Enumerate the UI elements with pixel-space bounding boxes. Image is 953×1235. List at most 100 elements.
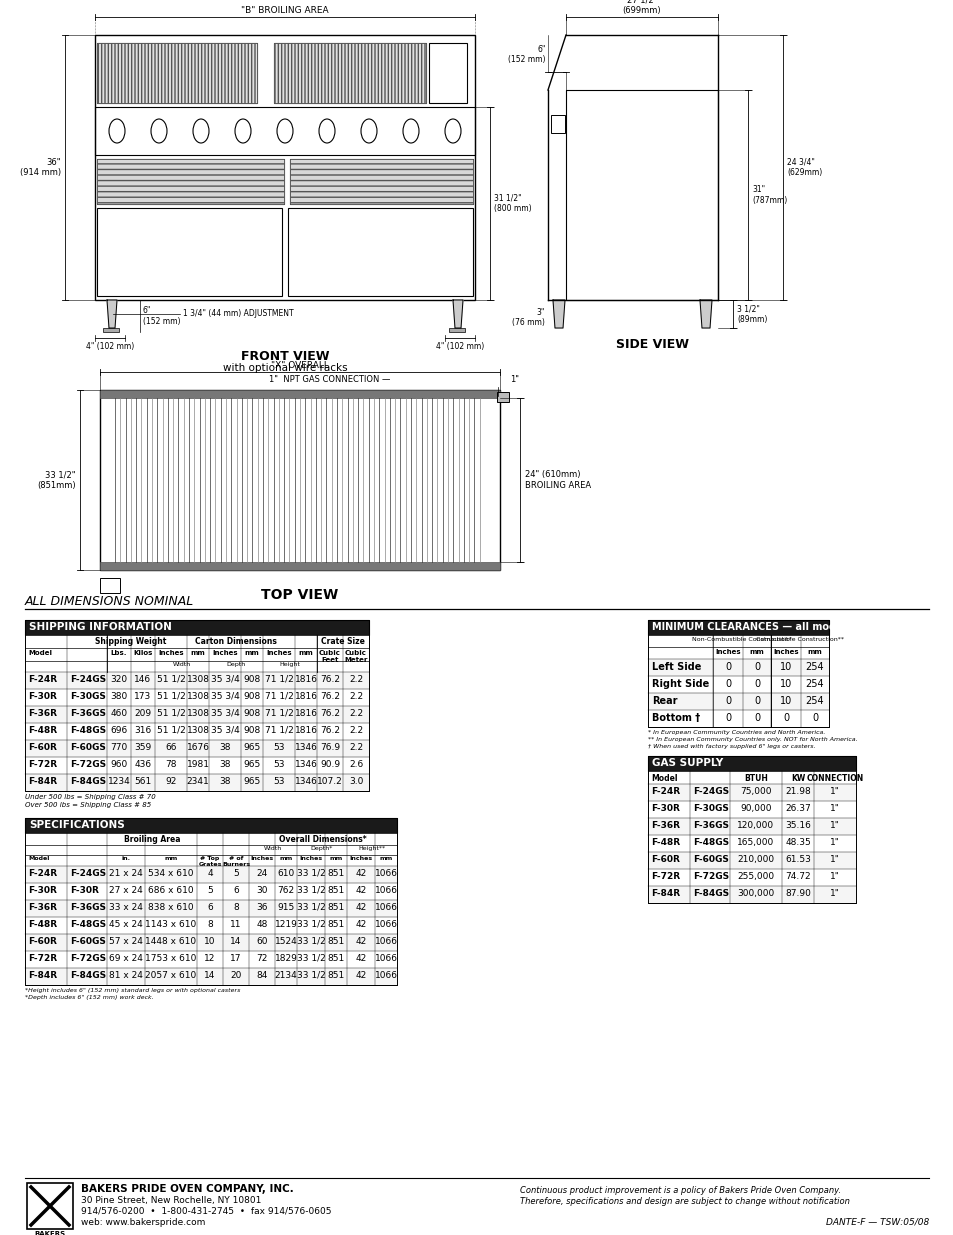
Text: Inches: Inches — [349, 856, 373, 861]
Text: 42: 42 — [355, 971, 366, 981]
Text: 254: 254 — [805, 697, 823, 706]
Text: 0: 0 — [724, 662, 730, 672]
Bar — [25, 845, 396, 855]
Text: F-30R: F-30R — [28, 885, 57, 895]
Text: Bottom †: Bottom † — [651, 713, 700, 722]
Text: 33 1/2: 33 1/2 — [296, 903, 325, 911]
Text: mm: mm — [807, 650, 821, 655]
Text: 965: 965 — [243, 760, 260, 769]
Text: 72: 72 — [256, 953, 268, 963]
Text: Kilos: Kilos — [133, 650, 152, 656]
Text: 33 x 24: 33 x 24 — [109, 903, 143, 911]
Text: Width: Width — [264, 846, 282, 851]
Text: 460: 460 — [111, 709, 128, 718]
Text: Inches: Inches — [715, 650, 740, 655]
Polygon shape — [700, 300, 711, 329]
Text: F-72GS: F-72GS — [70, 953, 106, 963]
Text: 914/576-0200  •  1-800-431-2745  •  fax 914/576-0605: 914/576-0200 • 1-800-431-2745 • fax 914/… — [81, 1207, 331, 1216]
Text: F-30GS: F-30GS — [692, 804, 728, 813]
Bar — [100, 578, 120, 593]
Text: 0: 0 — [753, 697, 760, 706]
Text: 33 1/2: 33 1/2 — [296, 937, 325, 946]
Text: Inches: Inches — [299, 856, 322, 861]
Text: 90,000: 90,000 — [740, 804, 771, 813]
Text: mm: mm — [298, 650, 313, 656]
Text: 107.2: 107.2 — [316, 777, 342, 785]
Text: 24 3/4"
(629mm): 24 3/4" (629mm) — [786, 158, 821, 177]
Text: 1"  NPT GAS CONNECTION —: 1" NPT GAS CONNECTION — — [269, 375, 391, 384]
Text: F-48R: F-48R — [28, 726, 57, 735]
Text: 57 x 24: 57 x 24 — [109, 937, 143, 946]
Text: 1346: 1346 — [294, 760, 317, 769]
Text: 838 x 610: 838 x 610 — [148, 903, 193, 911]
Text: Combustible Construction**: Combustible Construction** — [755, 637, 843, 642]
Text: F-24GS: F-24GS — [70, 676, 106, 684]
Text: 165,000: 165,000 — [737, 839, 774, 847]
Ellipse shape — [151, 119, 167, 143]
Text: 76.2: 76.2 — [319, 726, 339, 735]
Text: F-60R: F-60R — [28, 743, 57, 752]
Text: "X" OVERALL: "X" OVERALL — [271, 361, 329, 370]
Text: 1753 x 610: 1753 x 610 — [145, 953, 196, 963]
Text: 81 x 24: 81 x 24 — [109, 971, 143, 981]
Text: Continuous product improvement is a policy of Bakers Pride Oven Company.: Continuous product improvement is a poli… — [519, 1186, 841, 1195]
Polygon shape — [553, 300, 564, 329]
Text: 851: 851 — [327, 869, 344, 878]
Bar — [25, 951, 396, 968]
Bar — [647, 852, 855, 869]
Text: 92: 92 — [165, 777, 176, 785]
Bar — [25, 648, 369, 661]
Text: 1": 1" — [829, 787, 839, 797]
Bar — [647, 835, 855, 852]
Text: 74.72: 74.72 — [784, 872, 810, 881]
Text: GAS SUPPLY: GAS SUPPLY — [651, 758, 722, 768]
Text: Height: Height — [279, 662, 300, 667]
Bar — [647, 802, 855, 818]
Text: MINIMUM CLEARANCES — all models: MINIMUM CLEARANCES — all models — [651, 622, 851, 632]
Text: in.: in. — [121, 856, 131, 861]
Ellipse shape — [276, 119, 293, 143]
Text: 2057 x 610: 2057 x 610 — [145, 971, 196, 981]
Text: F-72R: F-72R — [28, 953, 57, 963]
Text: 4" (102 mm): 4" (102 mm) — [436, 342, 483, 351]
Text: 75,000: 75,000 — [740, 787, 771, 797]
Bar — [647, 885, 855, 903]
Text: Crate Size: Crate Size — [321, 637, 365, 646]
Text: mm: mm — [379, 856, 393, 861]
Text: 2341: 2341 — [187, 777, 209, 785]
Bar — [25, 740, 369, 757]
Text: 2.2: 2.2 — [349, 726, 363, 735]
Text: 45 x 24: 45 x 24 — [109, 920, 143, 929]
Bar — [100, 390, 499, 571]
Text: 5: 5 — [233, 869, 238, 878]
Bar — [95, 35, 475, 300]
Text: 1816: 1816 — [294, 692, 317, 701]
Bar — [25, 918, 396, 934]
Text: Broiling Area: Broiling Area — [124, 835, 180, 844]
Bar — [25, 661, 369, 672]
Text: 76.9: 76.9 — [319, 743, 339, 752]
Text: 316: 316 — [134, 726, 152, 735]
Text: 48.35: 48.35 — [784, 839, 810, 847]
Text: F-72GS: F-72GS — [70, 760, 106, 769]
Text: 84: 84 — [256, 971, 268, 981]
Bar — [429, 43, 467, 103]
Text: SHIPPING INFORMATION: SHIPPING INFORMATION — [29, 622, 172, 632]
Text: 10: 10 — [779, 679, 791, 689]
Bar — [27, 1183, 73, 1229]
Text: 69 x 24: 69 x 24 — [109, 953, 143, 963]
Text: Shipping Weight: Shipping Weight — [95, 637, 167, 646]
Text: BAKERS PRIDE OVEN COMPANY, INC.: BAKERS PRIDE OVEN COMPANY, INC. — [81, 1184, 294, 1194]
Text: 209: 209 — [134, 709, 152, 718]
Text: 320: 320 — [111, 676, 128, 684]
Text: 908: 908 — [243, 709, 260, 718]
Text: F-36GS: F-36GS — [70, 903, 106, 911]
Text: 254: 254 — [805, 679, 823, 689]
Text: 48: 48 — [256, 920, 268, 929]
Bar — [25, 672, 369, 689]
Text: Carton Dimensions: Carton Dimensions — [194, 637, 276, 646]
Text: Inches: Inches — [158, 650, 184, 656]
Bar — [25, 818, 396, 986]
Text: 27 x 24: 27 x 24 — [109, 885, 143, 895]
Bar — [25, 635, 369, 648]
